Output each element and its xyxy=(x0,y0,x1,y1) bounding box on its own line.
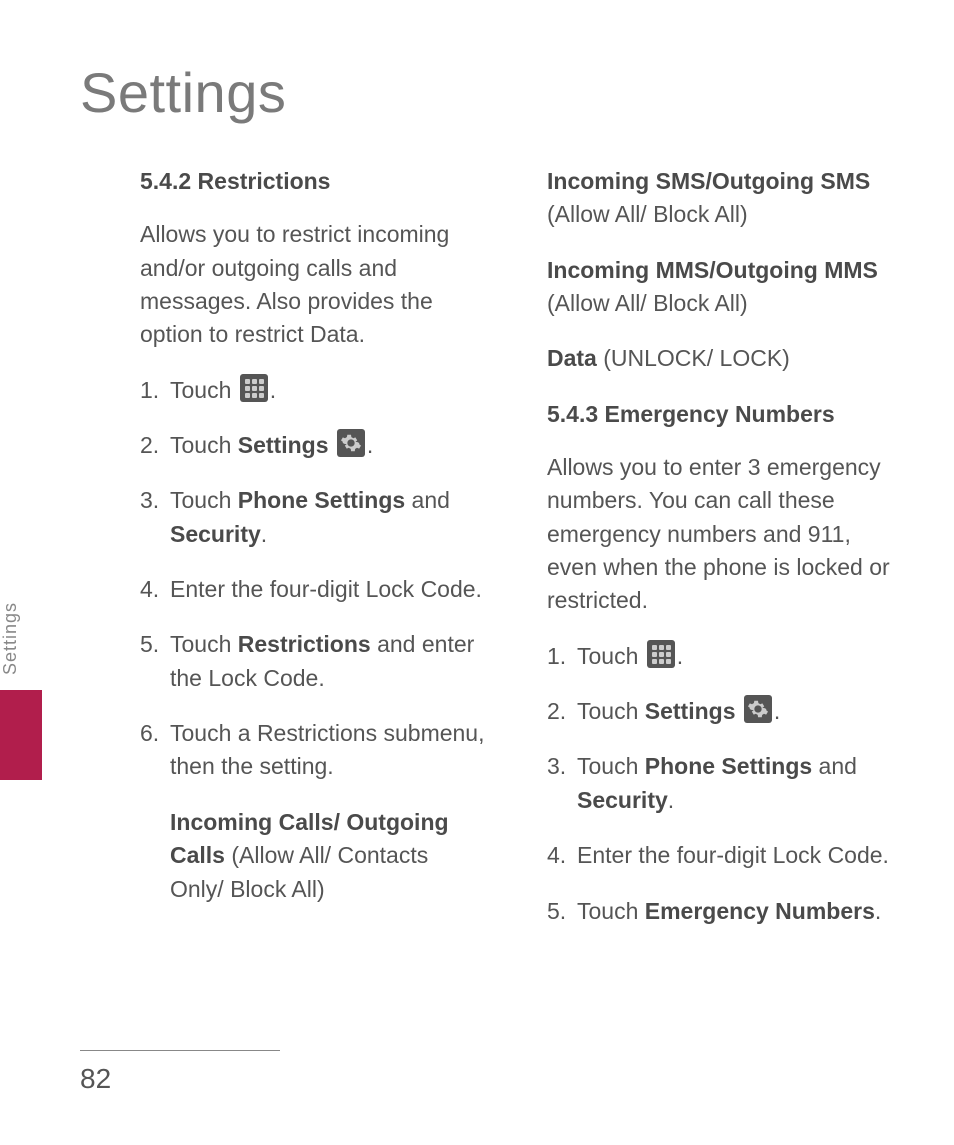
step-1: 1. Touch . xyxy=(547,640,894,673)
step-text: . xyxy=(875,898,881,924)
step-text: . xyxy=(677,643,683,669)
page-number: 82 xyxy=(80,1063,280,1095)
sub-text: (Allow All/ Block All) xyxy=(547,201,748,227)
step-number: 2. xyxy=(140,429,170,462)
step-bold: Phone Settings xyxy=(238,487,405,513)
step-3: 3. Touch Phone Settings and Security. xyxy=(140,484,487,551)
step-body: Touch Phone Settings and Security. xyxy=(170,484,487,551)
left-column: 5.4.2 Restrictions Allows you to restric… xyxy=(140,165,487,950)
step-body: Touch Settings . xyxy=(577,695,894,728)
sub-bold: Incoming SMS/Outgoing SMS xyxy=(547,168,870,194)
step-body: Touch Settings . xyxy=(170,429,487,462)
step-body: Touch a Restrictions submenu, then the s… xyxy=(170,717,487,784)
gear-icon xyxy=(337,429,365,457)
step-2: 2. Touch Settings . xyxy=(547,695,894,728)
side-tab-bar xyxy=(0,690,42,780)
side-tab: Settings xyxy=(0,640,42,780)
step-number: 4. xyxy=(140,573,170,606)
step-bold: Settings xyxy=(238,432,329,458)
sub-setting-sms: Incoming SMS/Outgoing SMS (Allow All/ Bl… xyxy=(547,165,894,232)
step-3: 3. Touch Phone Settings and Security. xyxy=(547,750,894,817)
sub-bold: Incoming MMS/Outgoing MMS xyxy=(547,257,878,283)
emergency-intro: Allows you to enter 3 emergency numbers.… xyxy=(547,451,894,618)
step-2: 2. Touch Settings . xyxy=(140,429,487,462)
step-text: and xyxy=(405,487,450,513)
step-number: 5. xyxy=(547,895,577,928)
gear-icon xyxy=(744,695,772,723)
step-bold: Phone Settings xyxy=(645,753,812,779)
step-text: Touch xyxy=(170,432,238,458)
sub-text: (Allow All/ Block All) xyxy=(547,290,748,316)
step-body: Enter the four-digit Lock Code. xyxy=(170,573,487,606)
side-tab-label: Settings xyxy=(0,588,42,688)
step-number: 5. xyxy=(140,628,170,695)
step-text: Touch xyxy=(577,643,645,669)
step-text: Touch xyxy=(170,631,238,657)
step-text: Touch xyxy=(577,698,645,724)
step-text: . xyxy=(270,377,276,403)
section-heading-emergency: 5.4.3 Emergency Numbers xyxy=(547,398,894,431)
step-text: . xyxy=(261,521,267,547)
step-body: Touch Emergency Numbers. xyxy=(577,895,894,928)
step-bold: Security xyxy=(170,521,261,547)
step-body: Touch Phone Settings and Security. xyxy=(577,750,894,817)
step-5: 5. Touch Restrictions and enter the Lock… xyxy=(140,628,487,695)
step-text: Touch xyxy=(577,898,645,924)
apps-icon xyxy=(647,640,675,668)
step-1: 1. Touch . xyxy=(140,374,487,407)
step-text: Touch xyxy=(170,487,238,513)
step-bold: Restrictions xyxy=(238,631,371,657)
step-body: Touch . xyxy=(577,640,894,673)
step-4: 4. Enter the four-digit Lock Code. xyxy=(547,839,894,872)
right-column: Incoming SMS/Outgoing SMS (Allow All/ Bl… xyxy=(547,165,894,950)
step-body: Touch Restrictions and enter the Lock Co… xyxy=(170,628,487,695)
page-footer: 82 xyxy=(80,1050,280,1095)
sub-setting-mms: Incoming MMS/Outgoing MMS (Allow All/ Bl… xyxy=(547,254,894,321)
step-bold: Security xyxy=(577,787,668,813)
step-number: 3. xyxy=(547,750,577,817)
apps-icon xyxy=(240,374,268,402)
step-number: 2. xyxy=(547,695,577,728)
step-text: . xyxy=(774,698,780,724)
sub-text: (UNLOCK/ LOCK) xyxy=(597,345,790,371)
sub-bold: Data xyxy=(547,345,597,371)
step-text: Touch xyxy=(170,377,238,403)
step-number: 1. xyxy=(140,374,170,407)
step-number: 6. xyxy=(140,717,170,784)
sub-setting-calls: Incoming Calls/ Outgoing Calls (Allow Al… xyxy=(170,806,487,906)
step-text: and xyxy=(812,753,857,779)
step-text: . xyxy=(668,787,674,813)
step-bold: Settings xyxy=(645,698,736,724)
step-text: . xyxy=(367,432,373,458)
step-body: Touch . xyxy=(170,374,487,407)
page-title: Settings xyxy=(80,60,894,125)
step-number: 1. xyxy=(547,640,577,673)
step-5: 5. Touch Emergency Numbers. xyxy=(547,895,894,928)
step-4: 4. Enter the four-digit Lock Code. xyxy=(140,573,487,606)
content-columns: 5.4.2 Restrictions Allows you to restric… xyxy=(140,165,894,950)
step-text: Touch xyxy=(577,753,645,779)
step-6: 6. Touch a Restrictions submenu, then th… xyxy=(140,717,487,784)
footer-rule xyxy=(80,1050,280,1051)
step-bold: Emergency Numbers xyxy=(645,898,875,924)
step-number: 4. xyxy=(547,839,577,872)
section-heading-restrictions: 5.4.2 Restrictions xyxy=(140,165,487,198)
manual-page: Settings 5.4.2 Restrictions Allows you t… xyxy=(0,0,954,1145)
step-body: Enter the four-digit Lock Code. xyxy=(577,839,894,872)
step-number: 3. xyxy=(140,484,170,551)
restrictions-intro: Allows you to restrict incoming and/or o… xyxy=(140,218,487,351)
sub-setting-data: Data (UNLOCK/ LOCK) xyxy=(547,342,894,375)
